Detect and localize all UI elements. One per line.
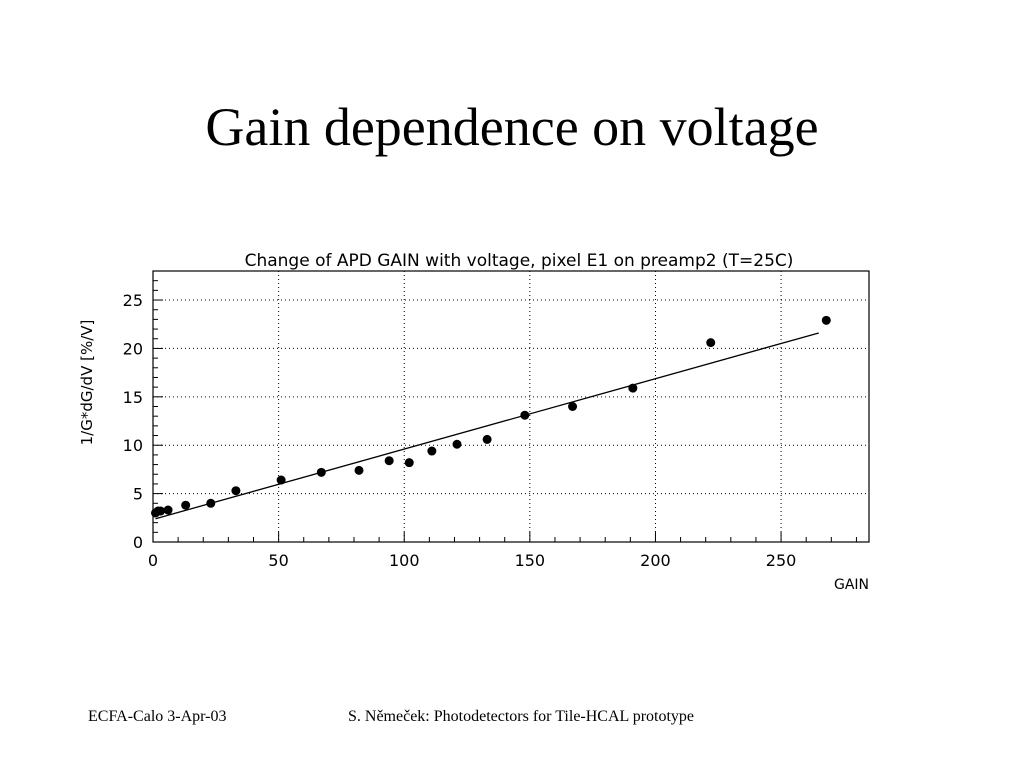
data-point xyxy=(628,383,638,393)
data-point xyxy=(181,500,191,510)
data-point xyxy=(163,505,173,515)
y-tick-label: 0 xyxy=(133,533,143,552)
data-point xyxy=(452,439,462,449)
data-point xyxy=(316,467,326,477)
data-point xyxy=(354,465,364,475)
data-point xyxy=(520,410,530,420)
data-point xyxy=(568,402,578,411)
y-tick-label: 10 xyxy=(123,436,143,455)
x-tick-label: 150 xyxy=(515,551,546,570)
x-axis-label: GAIN xyxy=(834,577,869,593)
footer-author: S. Němeček: Photodetectors for Tile-HCAL… xyxy=(348,708,695,725)
y-tick-label: 15 xyxy=(123,388,143,407)
footer-event: ECFA-Calo 3-Apr-03 xyxy=(88,708,227,725)
x-tick-label: 200 xyxy=(640,551,671,570)
data-point xyxy=(427,446,437,456)
data-point xyxy=(482,434,492,444)
x-tick-label: 50 xyxy=(268,551,288,570)
x-tick-label: 100 xyxy=(389,551,420,570)
data-point xyxy=(821,315,831,325)
data-point xyxy=(231,486,241,496)
y-axis-label: 1/G*dG/dV [%/V] xyxy=(78,320,96,446)
data-point xyxy=(404,458,414,468)
fit-line xyxy=(155,332,819,520)
data-point xyxy=(276,475,286,485)
data-point xyxy=(384,456,394,466)
y-tick-label: 25 xyxy=(123,291,143,310)
data-point xyxy=(156,506,166,516)
plot-frame xyxy=(152,270,870,543)
x-tick-label: 250 xyxy=(766,551,797,570)
data-point xyxy=(206,498,216,508)
y-tick-label: 5 xyxy=(133,485,143,504)
y-tick-label: 20 xyxy=(123,339,143,358)
slide-title: Gain dependence on voltage xyxy=(205,97,819,157)
data-point xyxy=(706,338,716,348)
chart-title: Change of APD GAIN with voltage, pixel E… xyxy=(245,251,794,271)
x-tick-label: 0 xyxy=(148,551,158,570)
